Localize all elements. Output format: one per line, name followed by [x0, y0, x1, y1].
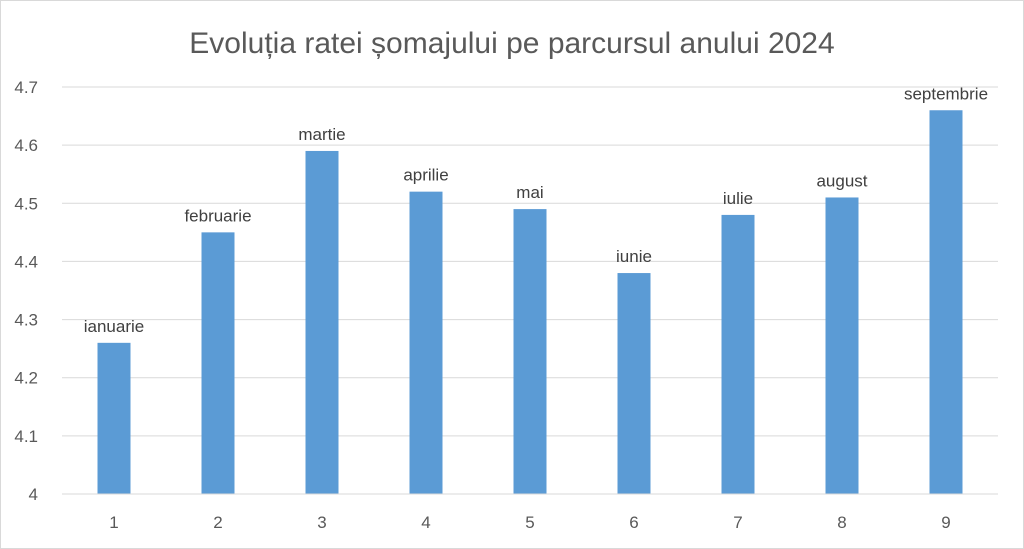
y-tick-label: 4.5	[14, 194, 38, 213]
x-tick-label: 4	[421, 513, 430, 532]
y-tick-label: 4.3	[14, 311, 38, 330]
y-tick-label: 4.1	[14, 427, 38, 446]
data-label-9: septembrie	[904, 84, 988, 103]
data-label-1: ianuarie	[84, 317, 145, 336]
x-tick-label: 3	[317, 513, 326, 532]
data-label-3: martie	[298, 125, 345, 144]
y-tick-label: 4.7	[14, 78, 38, 97]
bars	[97, 110, 963, 494]
data-label-4: aprilie	[403, 166, 448, 185]
data-label-7: iulie	[723, 189, 753, 208]
y-axis-ticks: 4 4.1 4.2 4.3 4.4 4.5 4.6 4.7	[14, 78, 38, 504]
x-tick-label: 7	[733, 513, 742, 532]
y-tick-label: 4.6	[14, 136, 38, 155]
bar-7	[721, 214, 755, 494]
y-tick-label: 4.4	[14, 252, 38, 271]
bar-9	[929, 110, 963, 494]
data-label-6: iunie	[616, 247, 652, 266]
bar-5	[513, 209, 547, 494]
bar-6	[617, 273, 651, 494]
x-tick-label: 6	[629, 513, 638, 532]
x-tick-label: 9	[941, 513, 950, 532]
x-tick-label: 5	[525, 513, 534, 532]
bar-4	[409, 191, 443, 494]
data-label-8: august	[816, 171, 867, 190]
chart-title: Evoluția ratei șomajului pe parcursul an…	[189, 27, 834, 60]
x-tick-label: 2	[213, 513, 222, 532]
bar-2	[201, 232, 235, 494]
y-tick-label: 4.2	[14, 369, 38, 388]
bar-8	[825, 197, 859, 494]
data-labels: ianuarie februarie martie aprilie mai iunie iu…	[84, 84, 988, 336]
bar-3	[305, 150, 339, 494]
bar-1	[97, 342, 131, 494]
x-tick-label: 8	[837, 513, 846, 532]
data-label-2: februarie	[184, 206, 251, 225]
x-axis-ticks: 1 2 3 4 5 6 7 8 9	[109, 513, 950, 532]
data-label-5: mai	[516, 183, 543, 202]
y-tick-label: 4	[29, 485, 38, 504]
x-tick-label: 1	[109, 513, 118, 532]
